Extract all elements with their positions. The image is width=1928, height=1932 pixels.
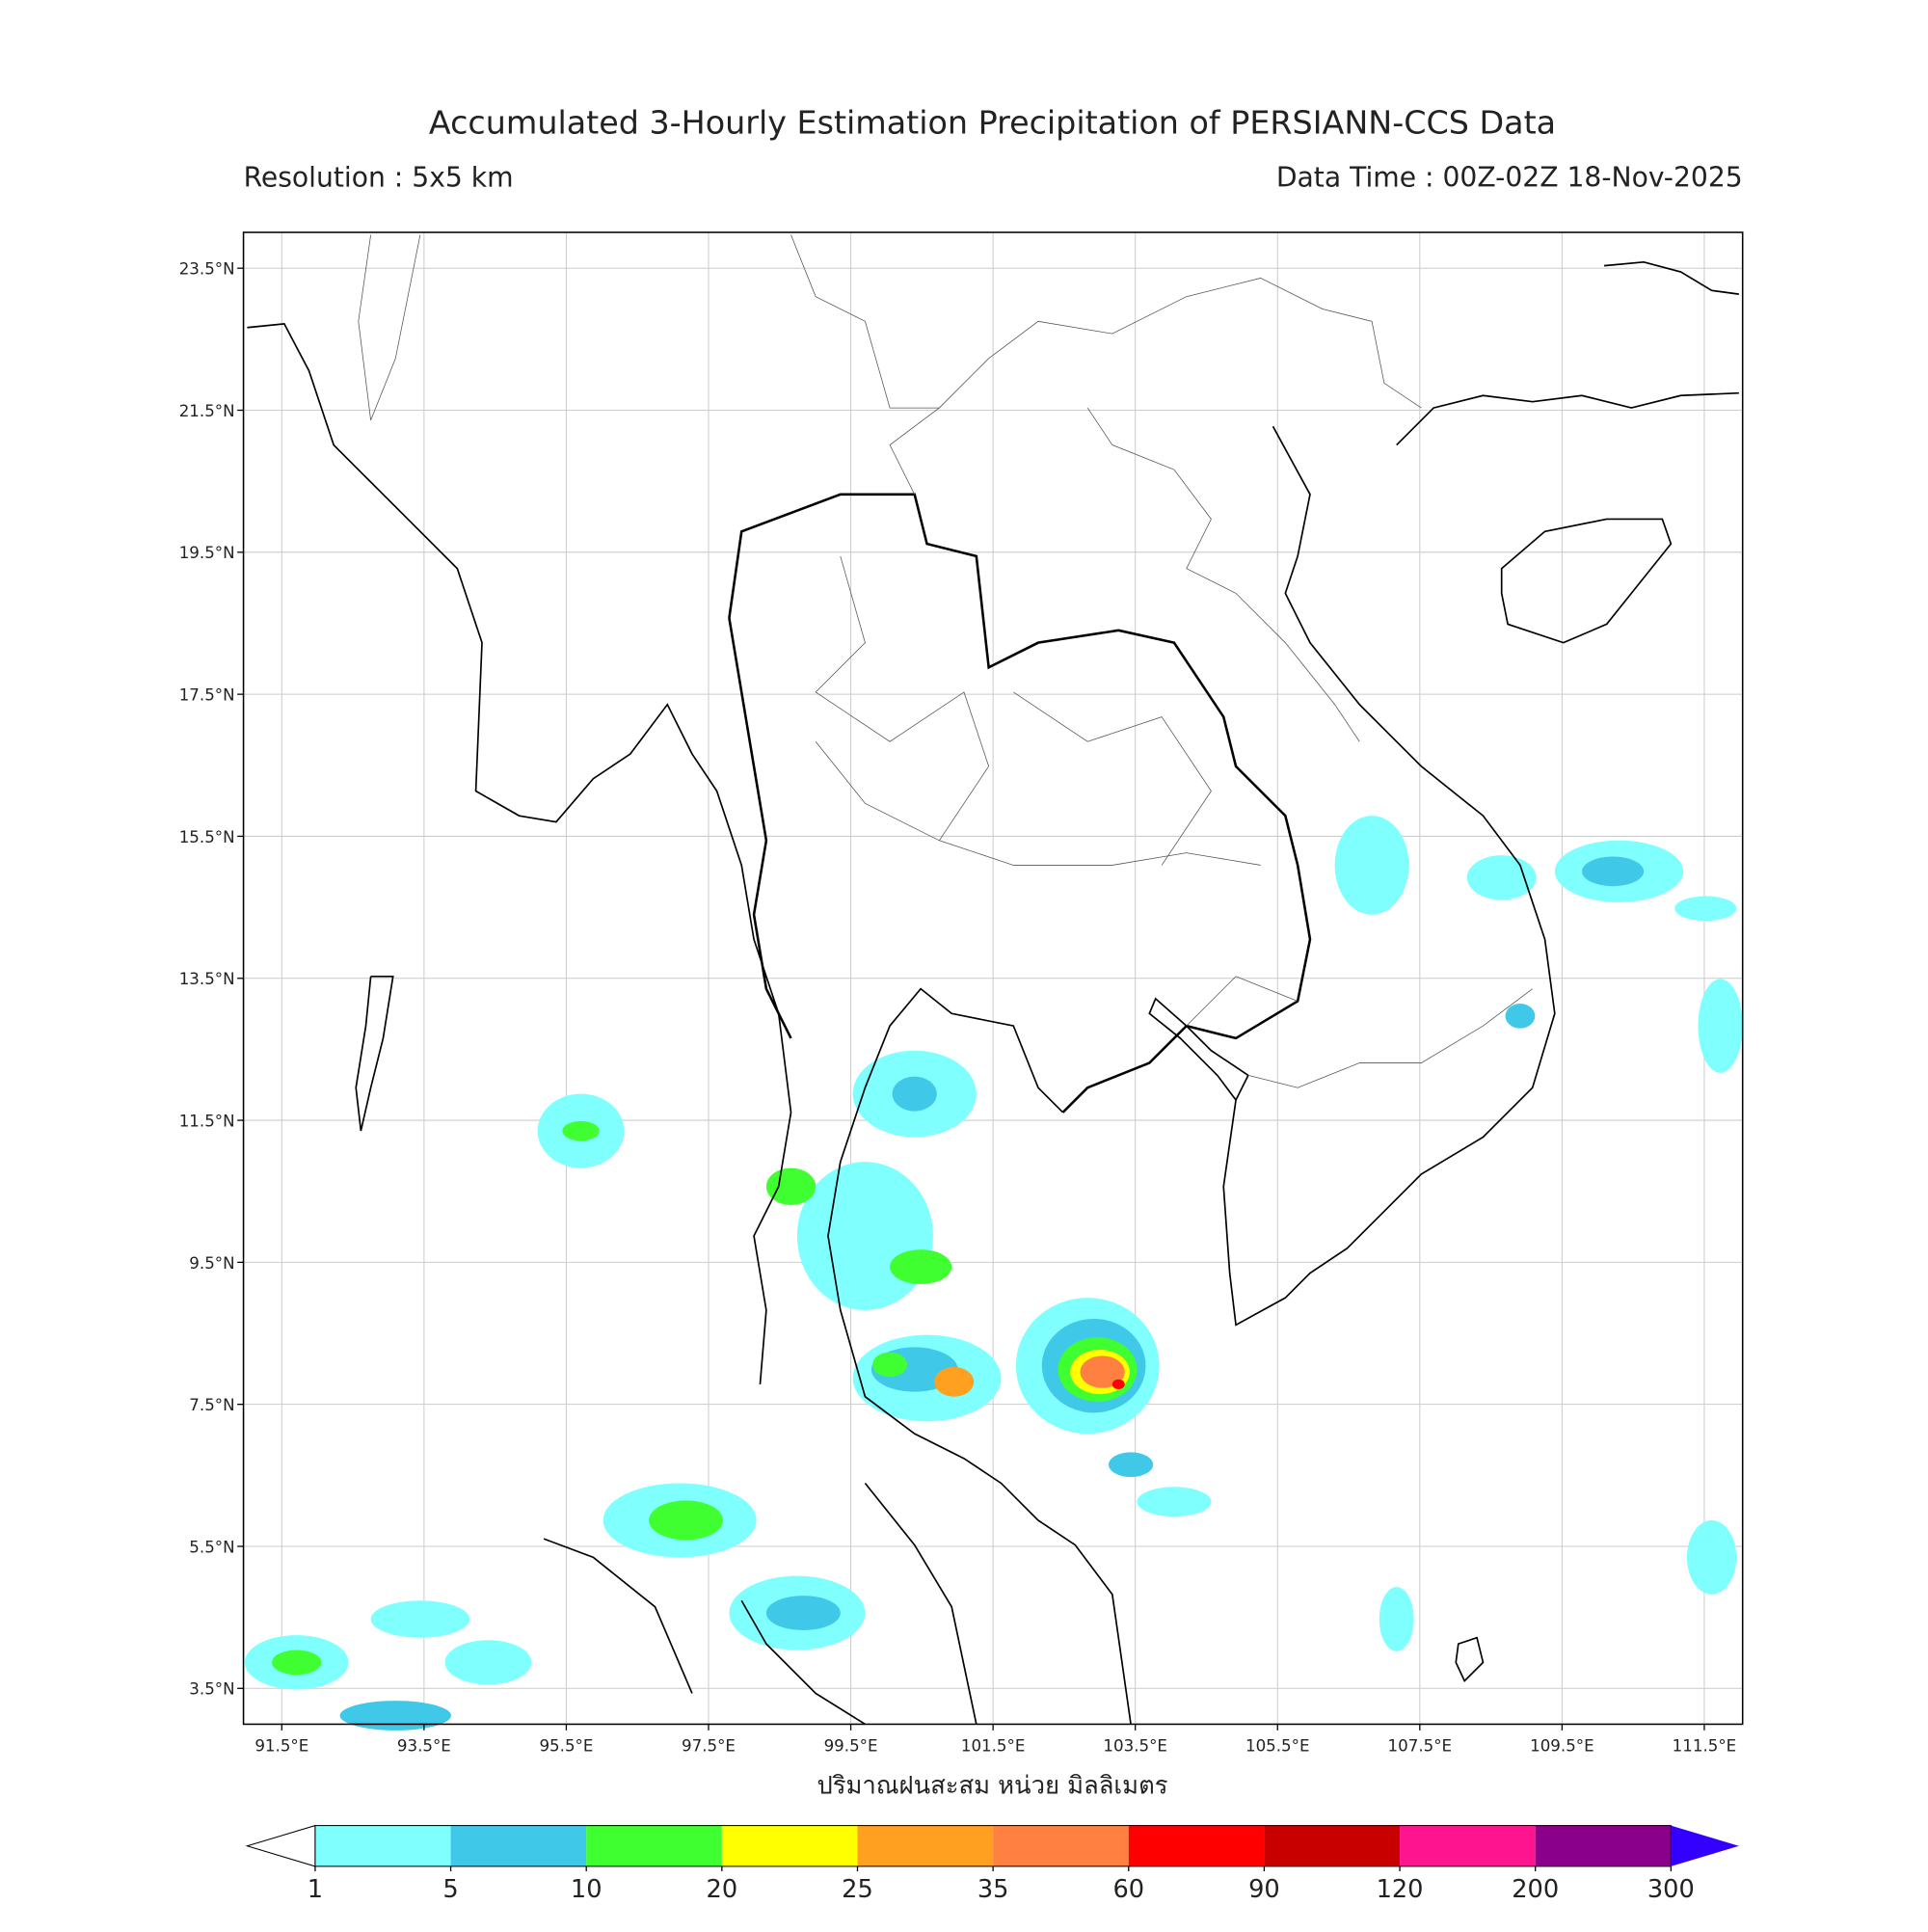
colorbar-over — [1671, 1825, 1739, 1866]
lon-tick-label: 95.5°E — [539, 1737, 593, 1756]
colorbar-segment — [993, 1825, 1129, 1866]
lon-tick-label: 111.5°E — [1673, 1737, 1737, 1756]
lat-tick-label: 13.5°N — [179, 970, 235, 988]
precipitation — [244, 816, 1743, 1731]
lat-tick-label: 19.5°N — [179, 544, 235, 562]
lat-tick-label: 9.5°N — [189, 1254, 234, 1273]
lat-tick-label: 21.5°N — [179, 402, 235, 420]
colorbar-label: 300 — [1647, 1875, 1695, 1904]
coastlines — [247, 260, 1739, 1726]
resolution: Resolution : 5x5 km — [244, 162, 514, 194]
colorbar-label: 10 — [571, 1875, 602, 1904]
axis-labels: 91.5°E 93.5°E 95.5°E 97.5°E 99.5°E 101.5°E 103… — [179, 260, 1737, 1756]
lon-tick-label: 99.5°E — [824, 1737, 878, 1756]
lon-tick-label: 101.5°E — [961, 1737, 1026, 1756]
colorbar-label: 200 — [1512, 1875, 1559, 1904]
colorbar-segment — [721, 1825, 858, 1866]
colorbar-segment — [450, 1825, 587, 1866]
lon-tick-label: 105.5°E — [1245, 1737, 1310, 1756]
title: Accumulated 3-Hourly Estimation Precipit… — [429, 103, 1556, 141]
colorbar-label: 120 — [1377, 1875, 1424, 1904]
lat-tick-label: 23.5°N — [179, 260, 235, 279]
lat-tick-label: 5.5°N — [189, 1538, 234, 1556]
lat-tick-label: 11.5°N — [179, 1112, 235, 1130]
colorbar: 1 5 10 20 25 35 60 90 120 200 300 — [245, 1824, 1739, 1904]
data-time: Data Time : 00Z-02Z 18-Nov-2025 — [1276, 162, 1743, 194]
lat-tick-label: 3.5°N — [189, 1680, 234, 1699]
colorbar-segment — [1400, 1825, 1536, 1866]
lat-tick-label: 15.5°N — [179, 828, 235, 846]
borders — [728, 493, 1312, 1114]
colorbar-segment — [1535, 1825, 1672, 1866]
lat-tick-label: 17.5°N — [179, 686, 235, 705]
lon-tick-label: 107.5°E — [1388, 1737, 1453, 1756]
colorbar-label: 20 — [707, 1875, 738, 1904]
colorbar-segment — [857, 1825, 994, 1866]
lon-tick-label: 109.5°E — [1530, 1737, 1594, 1756]
admin-borders — [358, 234, 1533, 1088]
colorbar-segment — [586, 1825, 722, 1866]
lon-tick-label: 91.5°E — [254, 1737, 308, 1756]
lon-tick-label: 103.5°E — [1103, 1737, 1167, 1756]
grid — [243, 232, 1743, 1725]
colorbar-label: 5 — [442, 1875, 458, 1904]
colorbar-segment — [1128, 1825, 1265, 1866]
colorbar-label: 60 — [1112, 1875, 1144, 1904]
colorbar-label: 90 — [1248, 1875, 1280, 1904]
colorbar-label: 25 — [842, 1875, 873, 1904]
lat-tick-label: 7.5°N — [189, 1396, 234, 1414]
colorbar-segment — [314, 1825, 451, 1866]
lon-tick-label: 97.5°E — [682, 1737, 736, 1756]
colorbar-segment — [1264, 1825, 1401, 1866]
lon-tick-label: 93.5°E — [397, 1737, 451, 1756]
colorbar-label: 35 — [977, 1875, 1009, 1904]
colorbar-label: 1 — [308, 1875, 323, 1904]
colorbar-title: ปริมาณฝนสะสม หน่วย มิลลิเมตร — [817, 1771, 1167, 1800]
